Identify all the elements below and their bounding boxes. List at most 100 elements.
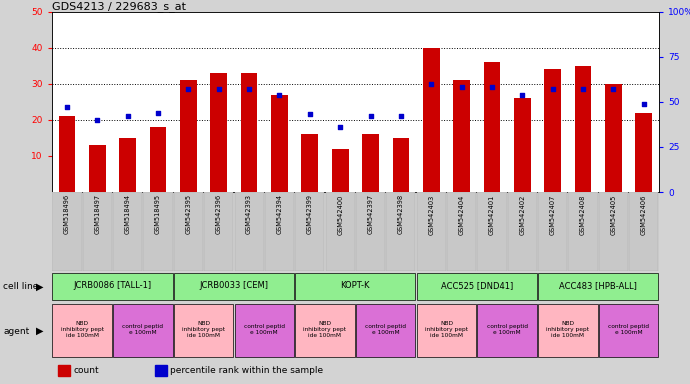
Bar (386, 192, 415, 271)
Bar (180, 80, 197, 192)
Bar (210, 73, 227, 192)
Text: GSM542402: GSM542402 (520, 194, 525, 235)
Text: percentile rank within the sample: percentile rank within the sample (170, 366, 324, 375)
Bar (150, 127, 166, 192)
Text: GSM542398: GSM542398 (398, 194, 404, 235)
Bar (155, 365, 167, 376)
Text: GSM542399: GSM542399 (307, 194, 313, 234)
Point (183, 86, 194, 92)
Bar (362, 134, 379, 192)
Point (274, 91, 285, 98)
Bar (575, 66, 591, 192)
Text: GSM518497: GSM518497 (95, 194, 100, 235)
Text: GSM542394: GSM542394 (277, 194, 282, 235)
Bar (302, 134, 318, 192)
Text: GDS4213 / 229683_s_at: GDS4213 / 229683_s_at (52, 1, 186, 12)
Bar (271, 94, 288, 192)
Bar (447, 192, 476, 271)
Point (608, 86, 619, 92)
Bar (332, 149, 348, 192)
Bar (538, 304, 598, 358)
Text: GSM542404: GSM542404 (459, 194, 464, 235)
Text: GSM542408: GSM542408 (580, 194, 586, 235)
Bar (477, 304, 537, 358)
Bar (89, 145, 106, 192)
Bar (417, 304, 476, 358)
Point (213, 86, 224, 92)
Point (638, 101, 649, 107)
Bar (629, 192, 658, 271)
Text: GSM542405: GSM542405 (611, 194, 616, 235)
Text: GSM542395: GSM542395 (186, 194, 191, 235)
Point (547, 86, 558, 92)
Bar (119, 138, 136, 192)
Point (365, 113, 376, 119)
Bar (538, 273, 658, 300)
Text: ACC525 [DND41]: ACC525 [DND41] (441, 281, 513, 290)
Text: count: count (73, 366, 99, 375)
Bar (356, 192, 385, 271)
Text: ▶: ▶ (37, 281, 43, 291)
Bar (605, 84, 622, 192)
Point (244, 86, 255, 92)
Point (92, 117, 103, 123)
Point (517, 91, 528, 98)
Bar (484, 62, 500, 192)
Bar (295, 273, 415, 300)
Point (122, 113, 133, 119)
Text: NBD
inhibitory pept
ide 100mM: NBD inhibitory pept ide 100mM (304, 321, 346, 338)
Text: GSM518495: GSM518495 (155, 194, 161, 235)
Bar (174, 192, 203, 271)
Bar (569, 192, 598, 271)
Text: NBD
inhibitory pept
ide 100mM: NBD inhibitory pept ide 100mM (61, 321, 104, 338)
Text: NBD
inhibitory pept
ide 100mM: NBD inhibitory pept ide 100mM (182, 321, 225, 338)
Bar (52, 304, 112, 358)
Text: control peptid
e 100mM: control peptid e 100mM (122, 324, 164, 335)
Text: ACC483 [HPB-ALL]: ACC483 [HPB-ALL] (560, 281, 637, 290)
Text: control peptid
e 100mM: control peptid e 100mM (244, 324, 285, 335)
Bar (453, 80, 470, 192)
Point (335, 124, 346, 130)
Bar (174, 273, 294, 300)
Bar (599, 304, 658, 358)
Bar (144, 192, 172, 271)
Bar (599, 192, 628, 271)
Text: GSM542406: GSM542406 (641, 194, 647, 235)
Bar (52, 192, 81, 271)
Bar (59, 116, 75, 192)
Point (486, 84, 497, 90)
Text: NBD
inhibitory pept
ide 100mM: NBD inhibitory pept ide 100mM (425, 321, 468, 338)
Bar (52, 273, 172, 300)
Bar (295, 192, 324, 271)
Bar (204, 192, 233, 271)
Bar (241, 73, 257, 192)
Text: GSM518496: GSM518496 (64, 194, 70, 235)
Bar (356, 304, 415, 358)
Text: GSM542397: GSM542397 (368, 194, 373, 235)
Text: JCRB0033 [CEM]: JCRB0033 [CEM] (199, 281, 268, 290)
Text: GSM542396: GSM542396 (216, 194, 221, 235)
Text: ▶: ▶ (37, 326, 43, 336)
Point (304, 111, 315, 118)
Text: control peptid
e 100mM: control peptid e 100mM (486, 324, 528, 335)
Text: GSM542407: GSM542407 (550, 194, 555, 235)
Text: KOPT-K: KOPT-K (341, 281, 370, 290)
Text: GSM542401: GSM542401 (489, 194, 495, 235)
Text: cell line: cell line (3, 282, 39, 291)
Text: control peptid
e 100mM: control peptid e 100mM (608, 324, 649, 335)
Text: NBD
inhibitory pept
ide 100mM: NBD inhibitory pept ide 100mM (546, 321, 589, 338)
Point (426, 81, 437, 87)
Bar (174, 304, 233, 358)
Text: JCRB0086 [TALL-1]: JCRB0086 [TALL-1] (73, 281, 152, 290)
Point (61, 104, 72, 110)
Bar (113, 304, 172, 358)
Text: GSM542393: GSM542393 (246, 194, 252, 234)
Text: agent: agent (3, 326, 30, 336)
Point (395, 113, 406, 119)
Bar (477, 192, 506, 271)
Bar (235, 304, 294, 358)
Bar (113, 192, 142, 271)
Bar (58, 365, 70, 376)
Bar (417, 273, 537, 300)
Bar (235, 192, 264, 271)
